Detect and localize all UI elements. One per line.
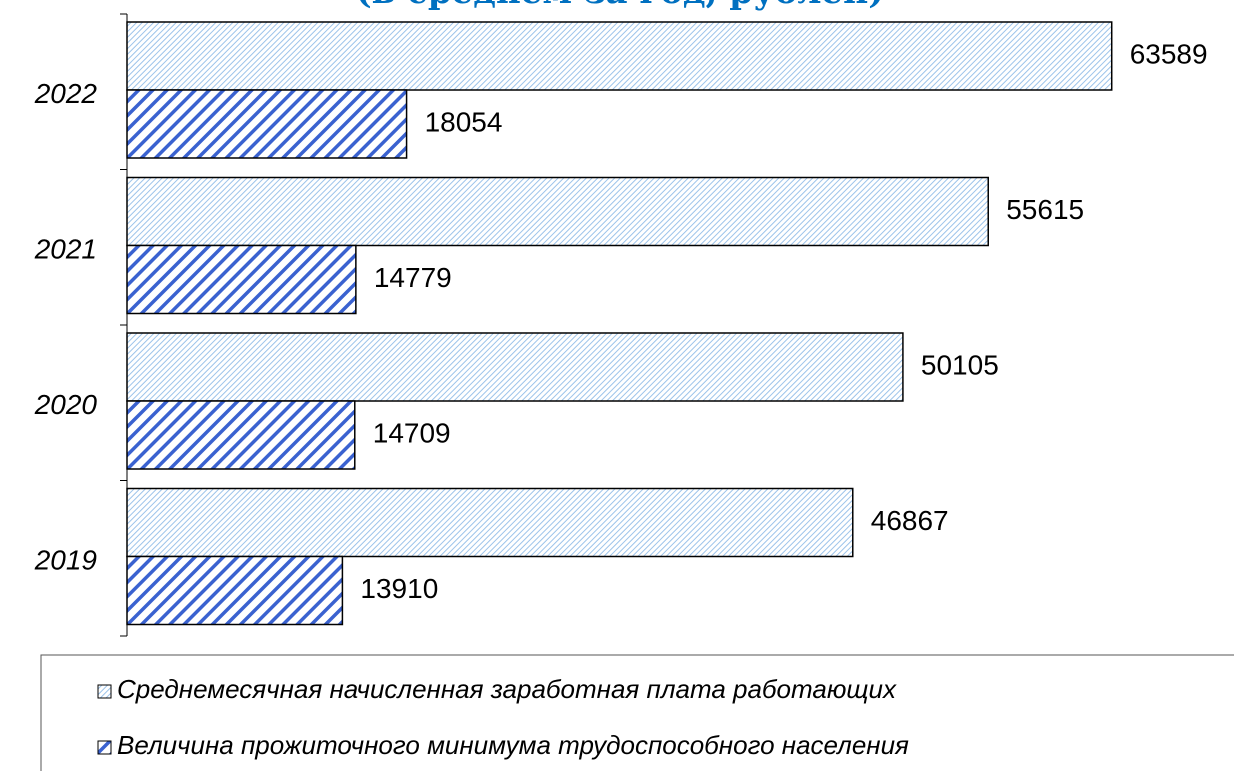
value-label: 14709 — [373, 417, 451, 448]
bar — [126, 244, 357, 315]
legend-label: Величина прожиточного минимума трудоспос… — [117, 730, 909, 760]
legend-swatch — [97, 684, 112, 699]
bar — [126, 21, 1113, 91]
bar — [126, 555, 344, 626]
y-tick-label: 2019 — [34, 545, 97, 576]
value-label: 13910 — [360, 573, 438, 604]
chart-title: (в среднем за год, рублей) — [356, 0, 885, 12]
bar — [126, 176, 989, 247]
value-label: 14779 — [374, 262, 452, 293]
legend-swatch — [97, 740, 112, 755]
y-tick-label: 2020 — [34, 389, 98, 420]
legend-frame — [40, 654, 1234, 771]
legend-label: Среднемесячная начисленная заработная пл… — [117, 674, 897, 704]
value-label: 50105 — [921, 349, 999, 380]
bar — [126, 487, 854, 558]
bar — [126, 400, 356, 470]
bar — [126, 332, 904, 402]
y-tick-label: 2021 — [34, 234, 97, 265]
value-label: 55615 — [1006, 194, 1084, 225]
bar — [126, 89, 408, 159]
y-tick-label: 2022 — [34, 78, 98, 109]
value-label: 18054 — [425, 106, 503, 137]
value-label: 46867 — [871, 505, 949, 536]
value-label: 63589 — [1130, 38, 1208, 69]
